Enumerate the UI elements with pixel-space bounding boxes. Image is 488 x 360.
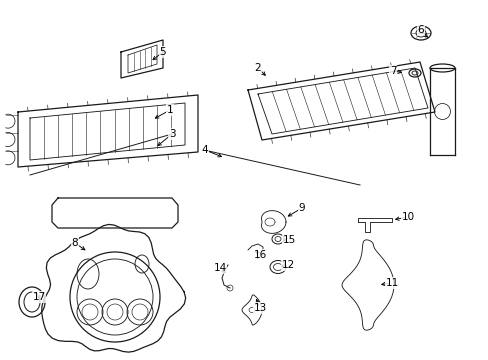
Text: 7: 7	[389, 66, 395, 76]
Text: 10: 10	[401, 212, 414, 222]
Text: 6: 6	[417, 25, 424, 35]
Text: 9: 9	[298, 203, 305, 213]
Text: 3: 3	[168, 129, 175, 139]
Text: 11: 11	[385, 278, 398, 288]
Text: 16: 16	[253, 250, 266, 260]
Text: 2: 2	[254, 63, 261, 73]
Text: 8: 8	[72, 238, 78, 248]
Text: 4: 4	[201, 145, 208, 155]
Text: 12: 12	[281, 260, 294, 270]
Text: 14: 14	[213, 263, 226, 273]
Text: 17: 17	[32, 292, 45, 302]
Text: 15: 15	[282, 235, 295, 245]
Text: 13: 13	[253, 303, 266, 313]
Text: 5: 5	[160, 47, 166, 57]
Text: 1: 1	[166, 105, 173, 115]
